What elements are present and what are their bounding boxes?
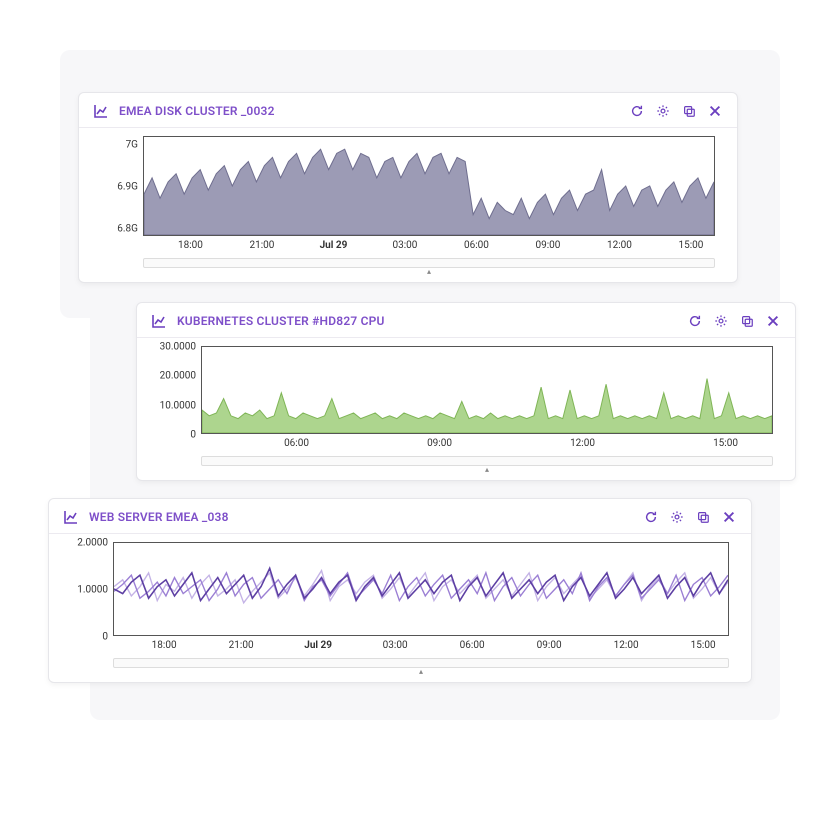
x-axis-label: 09:00 <box>537 640 562 651</box>
close-icon[interactable] <box>707 103 723 119</box>
close-icon[interactable] <box>765 313 781 329</box>
copy-icon[interactable] <box>739 313 755 329</box>
x-axis-label: 12:00 <box>607 240 632 251</box>
chart-series <box>114 568 728 600</box>
chart-card-k8s-cpu: KUBERNETES CLUSTER #HD827 CPU 30.000020.… <box>136 302 796 481</box>
time-scrub-bar[interactable]: ▴ <box>143 258 715 268</box>
close-icon[interactable] <box>721 509 737 525</box>
refresh-icon[interactable] <box>643 509 659 525</box>
y-axis-label: 7G <box>126 140 138 151</box>
x-axis-label: 06:00 <box>284 438 309 449</box>
x-axis-label: Jul 29 <box>304 640 332 651</box>
chart-card-emea-disk: EMEA DISK CLUSTER _0032 7G6.9G6.8G18:002… <box>78 92 738 283</box>
x-axis-label: 18:00 <box>152 640 177 651</box>
chart-plot-area: 7G6.9G6.8G <box>143 136 715 236</box>
card-title: EMEA DISK CLUSTER _0032 <box>119 104 275 118</box>
y-axis-label: 2.0000 <box>77 538 108 549</box>
chart-body: 2.00001.0000018:0021:00Jul 2903:0006:000… <box>49 534 751 682</box>
time-scrub-bar[interactable]: ▴ <box>113 658 729 668</box>
x-axis-label: 12:00 <box>570 438 595 449</box>
card-header: KUBERNETES CLUSTER #HD827 CPU <box>137 303 795 338</box>
chart-series <box>144 149 714 235</box>
chart-icon <box>63 509 79 525</box>
x-axis-label: Jul 29 <box>320 240 348 251</box>
x-axis-label: 21:00 <box>229 640 254 651</box>
gear-icon[interactable] <box>669 509 685 525</box>
gear-icon[interactable] <box>655 103 671 119</box>
x-axis-label: 03:00 <box>393 240 418 251</box>
y-axis-label: 0 <box>190 430 196 441</box>
chart-body: 30.000020.000010.0000006:0009:0012:0015:… <box>137 338 795 480</box>
x-axis-label: 21:00 <box>250 240 275 251</box>
chart-card-web-server: WEB SERVER EMEA _038 2.00001.0000018:002… <box>48 498 752 683</box>
copy-icon[interactable] <box>681 103 697 119</box>
x-axis-label: 15:00 <box>691 640 716 651</box>
x-axis-label: 09:00 <box>536 240 561 251</box>
chart-icon <box>151 313 167 329</box>
x-axis-label: 15:00 <box>679 240 704 251</box>
chart-series <box>114 573 728 601</box>
copy-icon[interactable] <box>695 509 711 525</box>
x-axis-label: 03:00 <box>383 640 408 651</box>
time-scrub-bar[interactable]: ▴ <box>201 456 773 466</box>
card-title: WEB SERVER EMEA _038 <box>89 510 229 524</box>
chart-icon <box>93 103 109 119</box>
card-header: WEB SERVER EMEA _038 <box>49 499 751 534</box>
y-axis-label: 6.8G <box>117 223 138 234</box>
gear-icon[interactable] <box>713 313 729 329</box>
chart-plot-area: 30.000020.000010.00000 <box>201 346 773 434</box>
scrub-handle-icon[interactable]: ▴ <box>485 465 489 474</box>
card-header: EMEA DISK CLUSTER _0032 <box>79 93 737 128</box>
y-axis-label: 6.9G <box>117 182 138 193</box>
x-axis-label: 06:00 <box>464 240 489 251</box>
x-axis-label: 18:00 <box>178 240 203 251</box>
y-axis-label: 10.0000 <box>160 400 196 411</box>
refresh-icon[interactable] <box>687 313 703 329</box>
chart-body: 7G6.9G6.8G18:0021:00Jul 2903:0006:0009:0… <box>79 128 737 282</box>
x-axis-label: 06:00 <box>460 640 485 651</box>
scrub-handle-icon[interactable]: ▴ <box>427 267 431 276</box>
refresh-icon[interactable] <box>629 103 645 119</box>
y-axis-label: 30.0000 <box>160 342 196 353</box>
chart-plot-area: 2.00001.00000 <box>113 542 729 636</box>
x-axis-label: 12:00 <box>614 640 639 651</box>
x-axis-label: 09:00 <box>427 438 452 449</box>
x-axis-label: 15:00 <box>713 438 738 449</box>
card-title: KUBERNETES CLUSTER #HD827 CPU <box>177 314 385 328</box>
y-axis-label: 20.0000 <box>160 371 196 382</box>
y-axis-label: 0 <box>102 632 108 643</box>
scrub-handle-icon[interactable]: ▴ <box>419 667 423 676</box>
y-axis-label: 1.0000 <box>77 585 108 596</box>
chart-series <box>202 379 772 433</box>
